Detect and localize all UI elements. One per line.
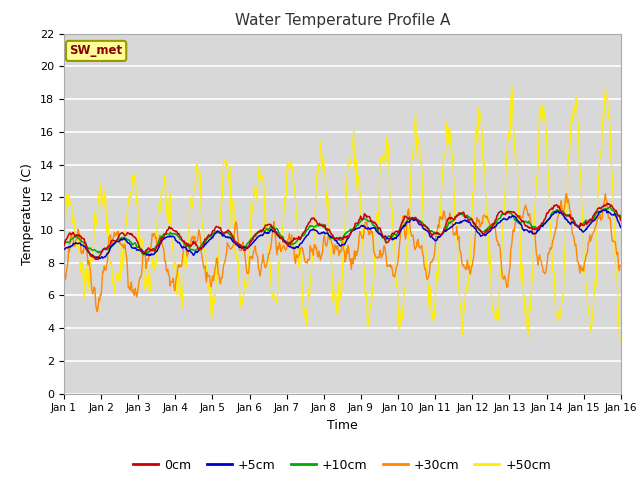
Title: Water Temperature Profile A: Water Temperature Profile A: [235, 13, 450, 28]
X-axis label: Time: Time: [327, 419, 358, 432]
Y-axis label: Temperature (C): Temperature (C): [22, 163, 35, 264]
Text: SW_met: SW_met: [70, 44, 123, 58]
Legend: 0cm, +5cm, +10cm, +30cm, +50cm: 0cm, +5cm, +10cm, +30cm, +50cm: [129, 454, 556, 477]
